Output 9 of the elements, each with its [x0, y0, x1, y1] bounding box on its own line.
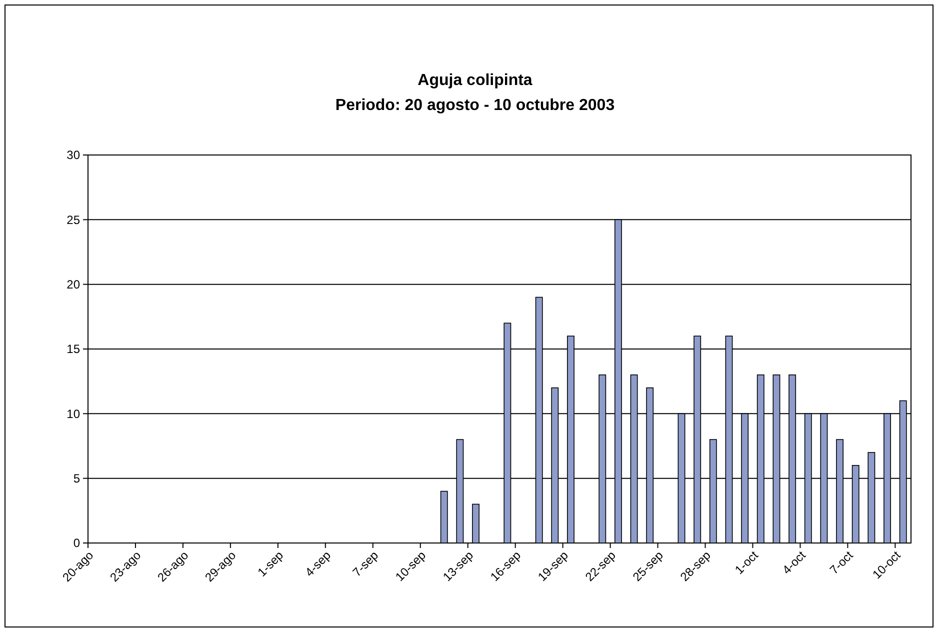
- y-tick-label: 5: [73, 472, 80, 486]
- y-tick-label: 0: [73, 536, 80, 550]
- y-tick-label: 20: [66, 278, 80, 292]
- chart-subtitle: Periodo: 20 agosto - 10 octubre 2003: [335, 97, 615, 114]
- y-tick-label: 15: [66, 342, 80, 356]
- y-tick-label: 25: [66, 212, 80, 227]
- y-tick-label: 30: [66, 148, 80, 162]
- y-tick-label: 10: [66, 406, 80, 421]
- chart-title: Aguja colipinta: [418, 72, 532, 89]
